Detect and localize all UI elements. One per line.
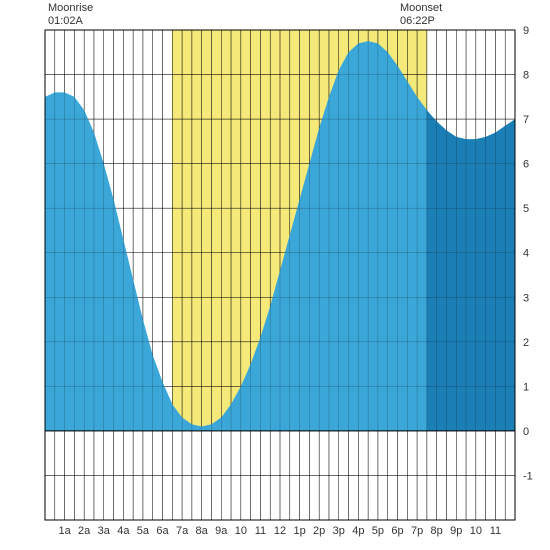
svg-text:1: 1 [523,381,529,393]
svg-text:4: 4 [523,248,529,260]
svg-text:5p: 5p [372,525,384,537]
svg-text:2p: 2p [313,525,325,537]
tide-chart: 1a2a3a4a5a6a7a8a9a1011121p2p3p4p5p6p7p8p… [0,0,550,550]
moonrise-time: 01:02A [48,15,83,27]
moonset-title: Moonset [400,2,442,14]
svg-text:9p: 9p [450,525,462,537]
moonrise-label: Moonrise [48,2,93,14]
svg-text:9a: 9a [215,525,228,537]
svg-text:2: 2 [523,337,529,349]
svg-text:10: 10 [235,525,247,537]
svg-text:4a: 4a [117,525,130,537]
moonset-label: Moonset [400,2,442,14]
svg-text:1p: 1p [293,525,305,537]
svg-text:-1: -1 [523,470,533,482]
svg-text:9: 9 [523,25,529,37]
svg-text:8: 8 [523,70,529,82]
svg-text:11: 11 [255,525,266,537]
svg-text:6: 6 [523,159,529,171]
svg-text:12: 12 [274,525,286,537]
svg-text:7: 7 [523,114,529,126]
svg-text:5: 5 [523,203,529,215]
svg-text:8p: 8p [431,525,443,537]
svg-text:3: 3 [523,292,529,304]
svg-text:7a: 7a [176,525,189,537]
svg-text:6p: 6p [391,525,403,537]
svg-text:6a: 6a [156,525,169,537]
svg-text:0: 0 [523,426,529,438]
svg-text:4p: 4p [352,525,364,537]
svg-text:7p: 7p [411,525,423,537]
svg-text:8a: 8a [196,525,209,537]
chart-svg: 1a2a3a4a5a6a7a8a9a1011121p2p3p4p5p6p7p8p… [0,0,550,550]
svg-text:3a: 3a [98,525,111,537]
moonset-time: 06:22P [400,15,435,27]
svg-text:10: 10 [470,525,482,537]
svg-text:5a: 5a [137,525,150,537]
svg-text:1a: 1a [58,525,71,537]
svg-text:2a: 2a [78,525,91,537]
svg-text:11: 11 [490,525,501,537]
moonrise-title: Moonrise [48,2,93,14]
svg-text:3p: 3p [333,525,345,537]
